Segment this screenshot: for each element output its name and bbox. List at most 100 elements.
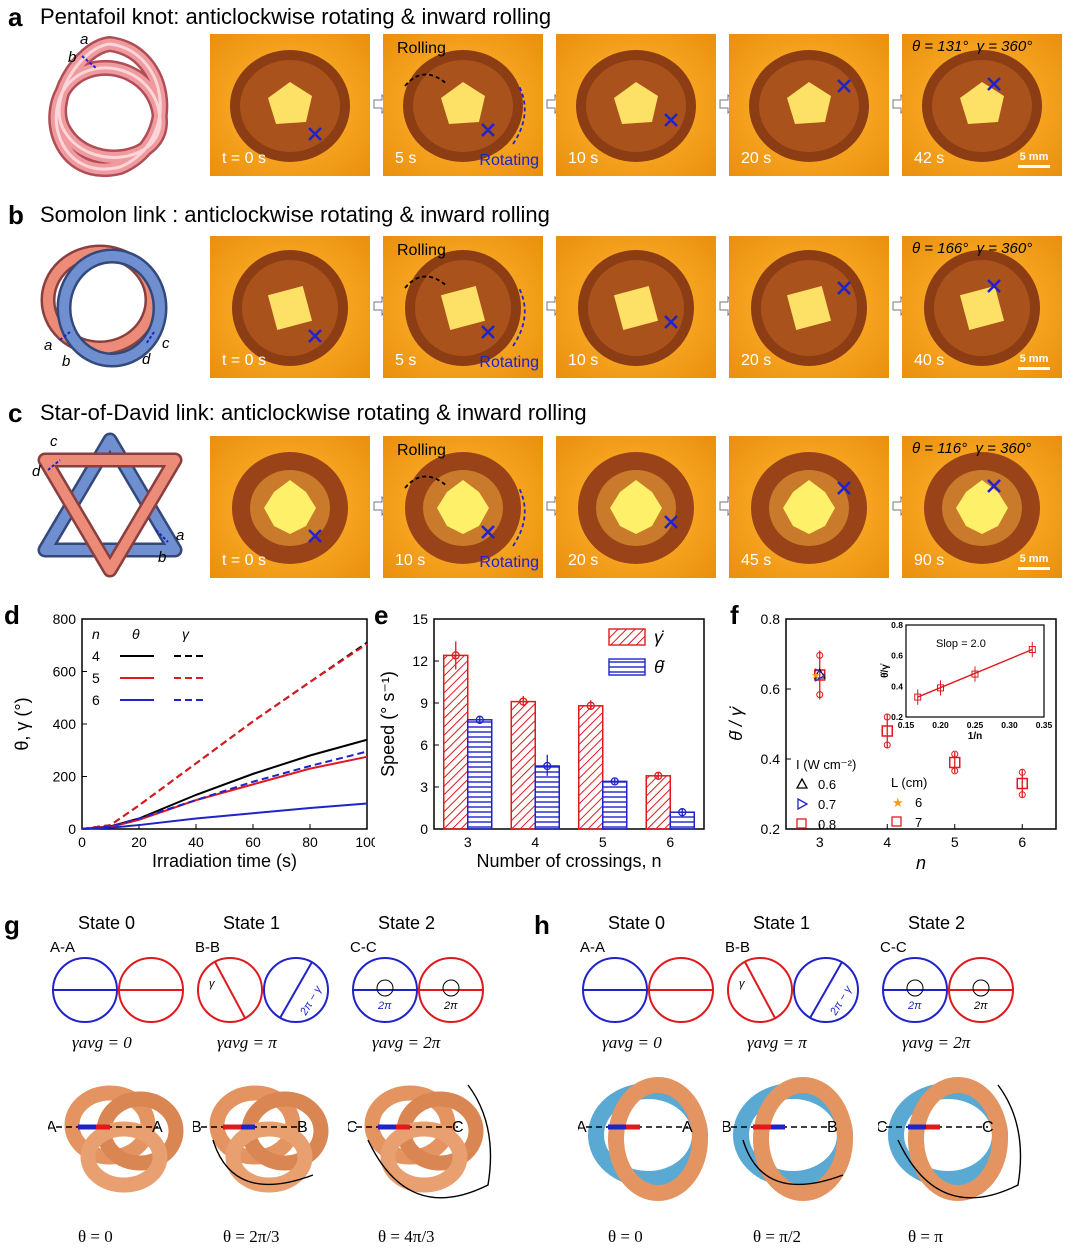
frame-b-3: 20 s <box>729 236 889 378</box>
section-marker-right: B <box>827 1119 838 1136</box>
gamma-line-n5 <box>81 643 368 830</box>
scale-bar: 5 mm <box>1018 353 1050 370</box>
x-tick-label: 0 <box>78 834 86 850</box>
gamma-line-n4 <box>81 641 368 830</box>
legend-n-value: 6 <box>92 692 100 708</box>
orange-ring <box>608 1077 708 1201</box>
inset-x-tick-label: 0.30 <box>1001 720 1018 730</box>
legend-n-value: 5 <box>92 670 100 686</box>
frame-b-2: 10 s <box>556 236 716 378</box>
knot-photo-a-2 <box>576 50 696 162</box>
x-tick-label: 3 <box>464 834 472 850</box>
cross-section-circle-left <box>727 957 793 1023</box>
knot-photo-c-0 <box>232 452 348 564</box>
rotating-arrow-icon <box>512 287 526 347</box>
gamma-avg-label: γavg = 2π <box>902 1033 971 1052</box>
two-pi-label: 2π <box>973 1000 988 1012</box>
legend-n-value: 4 <box>92 648 100 664</box>
scale-bar: 5 mm <box>1018 553 1050 570</box>
state-header: State 0 <box>78 913 136 933</box>
knot-photo-b-4 <box>924 250 1040 366</box>
rotating-label: Rotating <box>479 152 539 169</box>
knot-photo-b-0 <box>232 250 348 366</box>
legend-swatch <box>608 628 646 646</box>
y-tick-label: 6 <box>420 737 428 753</box>
section-marker-right: B <box>297 1119 308 1136</box>
section-label: C-C <box>350 939 377 956</box>
section-marker-left: A <box>48 1119 57 1136</box>
y-tick-label: 3 <box>420 779 428 795</box>
data-point <box>543 761 552 771</box>
inset-point <box>914 693 922 701</box>
plot-frame <box>433 618 705 830</box>
gamma-line-n6 <box>81 750 368 830</box>
section-label: A-A <box>50 939 76 956</box>
x-axis-label: n <box>916 853 926 873</box>
legend-head-n: n <box>92 626 100 642</box>
rotating-label: Rotating <box>479 554 539 571</box>
x-tick-label: 5 <box>599 834 607 850</box>
tracking-cross-mark <box>481 525 495 539</box>
inset-x-tick-label: 0.25 <box>967 720 984 730</box>
knot-mark-b: b <box>62 353 70 370</box>
panel-b-label: b <box>8 200 24 230</box>
frame-c-2: 20 s <box>556 436 716 578</box>
legend-marker <box>796 818 807 829</box>
frame-c-1: 10 s Rolling Rotating <box>383 436 543 578</box>
rotation-arc-arrow-icon <box>742 1139 844 1186</box>
x-tick-label: 5 <box>951 834 959 850</box>
cross-section-circle-left <box>197 957 263 1023</box>
tracking-cross-mark <box>308 127 322 141</box>
theta-label: θ = 0 <box>608 1227 643 1246</box>
two-pi-label: 2π <box>907 1000 922 1012</box>
inset-y-tick-label: 0.2 <box>891 712 903 722</box>
time-label: 45 s <box>741 552 772 569</box>
rolling-label: Rolling <box>397 242 446 259</box>
marker-length-6: ★ <box>811 670 821 682</box>
y-tick-label: 0 <box>68 821 76 837</box>
legend-intensity-value: 0.8 <box>818 817 836 832</box>
data-point <box>678 808 687 817</box>
panel-f-label: f <box>730 600 739 630</box>
x-tick-label: 6 <box>666 834 674 850</box>
legend-marker <box>891 816 902 827</box>
knot-photo-c-2 <box>578 452 694 564</box>
cross-section-diagram: 2π 2π <box>882 957 1014 1023</box>
legend-length-title: L (cm) <box>891 775 927 790</box>
knot-mark-b: b <box>68 49 76 66</box>
x-tick-label: 60 <box>245 834 261 850</box>
x-tick-label: 20 <box>131 834 147 850</box>
panel-c-title: Star-of-David link: anticlockwise rotati… <box>40 400 587 425</box>
gamma-avg-label: γavg = 0 <box>72 1033 132 1052</box>
legend-head-gamma: γ <box>182 626 190 642</box>
legend-length-value: 7 <box>915 815 922 830</box>
rolling-arrow-icon <box>404 275 448 289</box>
x-tick-label: 80 <box>302 834 318 850</box>
time-label: 90 s <box>914 552 945 569</box>
legend-label: γ̇ <box>654 627 664 647</box>
legend-swatch <box>608 658 646 676</box>
section-marker-right: A <box>152 1119 163 1136</box>
time-label: t = 0 s <box>222 352 267 369</box>
data-point <box>610 777 619 786</box>
tracking-cross-mark <box>837 481 851 495</box>
frame-a-2: 10 s <box>556 34 716 176</box>
data-point <box>451 651 460 660</box>
y-tick-label: 200 <box>53 769 77 785</box>
rotation-arc-arrow-icon <box>897 1084 1022 1199</box>
x-tick-label: 3 <box>816 834 824 850</box>
y-tick-label: 12 <box>412 653 428 669</box>
inset-point <box>971 670 979 678</box>
frame-a-4: 42 s θ = 131° γ = 360° 5 mm <box>902 34 1062 176</box>
plot-frame <box>785 618 1057 830</box>
gamma-angle-label: γ <box>209 978 216 990</box>
orange-ring <box>908 1077 1008 1201</box>
y-tick-label: 15 <box>412 611 428 627</box>
diameter-line <box>744 961 776 1019</box>
rotation-loop-icon <box>906 979 924 997</box>
rotation-loop-icon <box>376 979 394 997</box>
